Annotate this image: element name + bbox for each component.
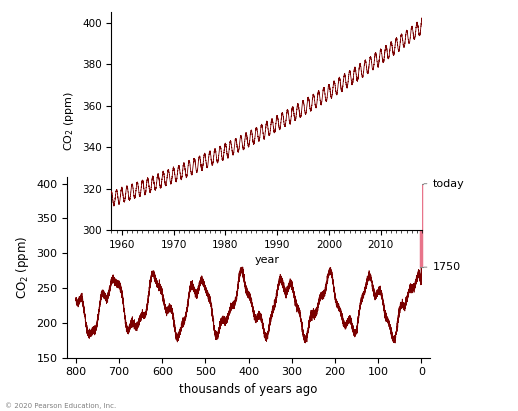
Text: 1750: 1750 — [424, 262, 461, 272]
Text: today: today — [424, 179, 464, 189]
Y-axis label: CO$_2$ (ppm): CO$_2$ (ppm) — [62, 91, 76, 151]
X-axis label: thousands of years ago: thousands of years ago — [179, 383, 318, 396]
Text: © 2020 Pearson Education, Inc.: © 2020 Pearson Education, Inc. — [5, 402, 117, 409]
Y-axis label: CO$_2$ (ppm): CO$_2$ (ppm) — [14, 236, 31, 299]
X-axis label: year: year — [254, 256, 279, 266]
